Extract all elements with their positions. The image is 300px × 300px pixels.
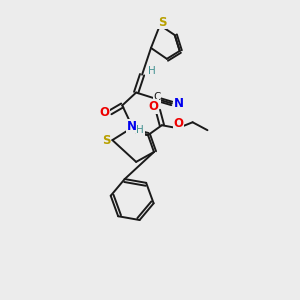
- Text: O: O: [99, 106, 110, 119]
- Text: N: N: [127, 120, 137, 133]
- Text: S: S: [102, 134, 111, 147]
- Text: O: O: [174, 117, 184, 130]
- Text: O: O: [148, 100, 158, 113]
- Text: N: N: [174, 97, 184, 110]
- Text: H: H: [136, 125, 144, 135]
- Text: C: C: [153, 92, 161, 103]
- Text: S: S: [158, 16, 166, 29]
- Text: H: H: [148, 66, 156, 76]
